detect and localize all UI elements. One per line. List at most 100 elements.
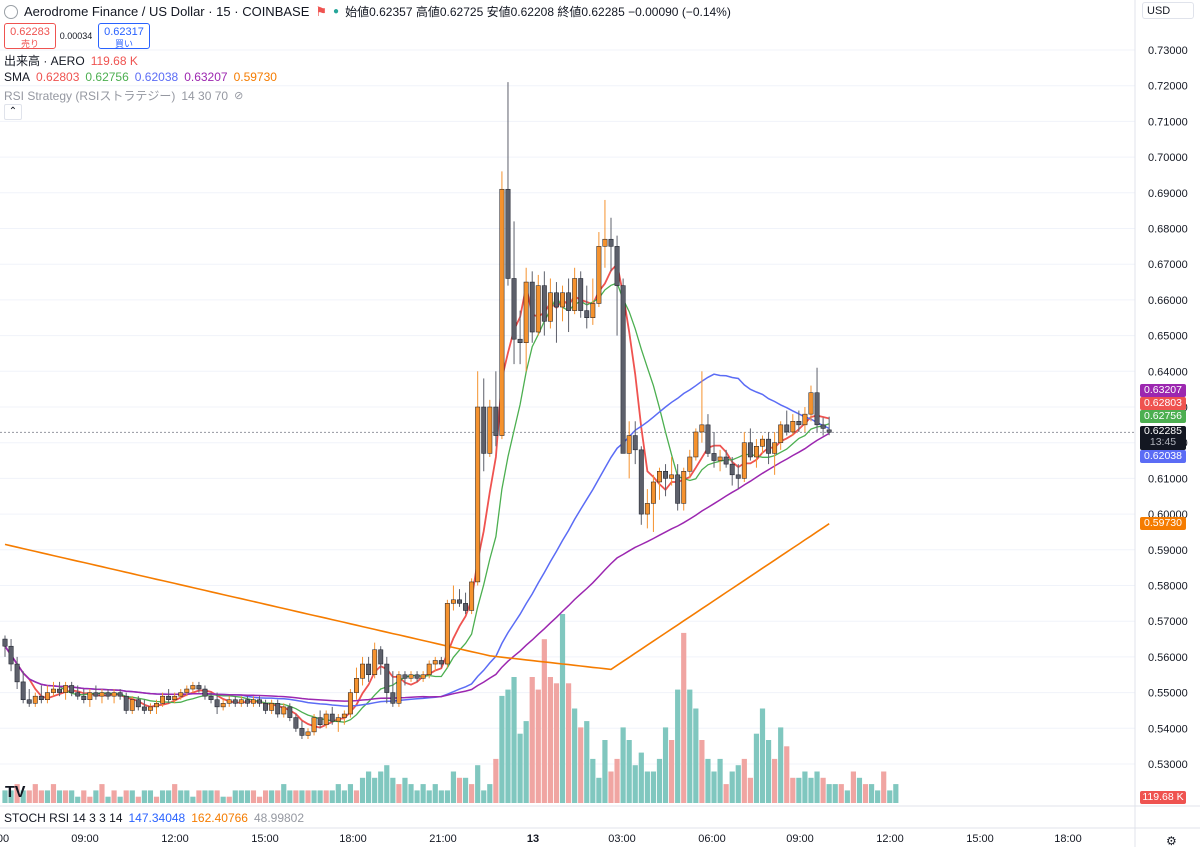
volume-bar	[469, 784, 475, 803]
price-tick-label: 0.58000	[1148, 581, 1188, 593]
volume-bar	[384, 765, 390, 803]
flag-icon[interactable]: ⚑	[315, 3, 328, 19]
currency-select[interactable]: USD	[1142, 2, 1194, 19]
candle-body	[202, 688, 208, 697]
time-tick-label: 18:00	[339, 833, 367, 845]
volume-bar	[202, 790, 208, 803]
candle-body	[172, 695, 178, 700]
buy-button[interactable]: 0.62317 買い	[98, 23, 150, 49]
tradingview-logo-icon[interactable]: TV	[5, 784, 26, 801]
candle-body	[705, 424, 711, 454]
volume-bar	[335, 784, 341, 803]
volume-bar	[887, 790, 893, 803]
volume-bar	[505, 689, 511, 803]
volume-bar	[856, 777, 863, 803]
volume-bar	[353, 790, 360, 803]
candle-body	[753, 446, 759, 458]
time-tick-label: 06:00	[698, 833, 726, 845]
sma-red-tag: 0.62803	[1140, 397, 1186, 410]
candle-body	[493, 406, 499, 436]
volume-bar	[838, 784, 844, 803]
volume-bar	[402, 777, 408, 803]
volume-bar	[20, 790, 26, 803]
candle-body	[87, 692, 93, 700]
volume-bar	[75, 796, 81, 803]
candle-body	[135, 699, 141, 708]
candle-body	[8, 645, 14, 665]
candlesticks	[2, 82, 832, 740]
volume-bar	[511, 677, 517, 803]
candle-body	[57, 688, 62, 693]
candle-body	[638, 449, 644, 515]
candle-body	[408, 674, 414, 679]
time-tick-label: 15:00	[251, 833, 279, 845]
volume-bar	[172, 784, 178, 803]
price-tick-label: 0.72000	[1148, 81, 1188, 93]
settings-gear-icon[interactable]: ⚙	[1166, 834, 1177, 848]
volume-legend[interactable]: 出来高 · AERO 119.68 K	[4, 53, 138, 69]
volume-bars	[2, 614, 899, 803]
price-tick-label: 0.71000	[1148, 116, 1188, 128]
volume-bar	[135, 796, 141, 803]
price-tick-label: 0.54000	[1148, 723, 1188, 735]
candle-body	[438, 660, 444, 665]
volume-bar	[56, 790, 63, 803]
volume-bar	[875, 790, 881, 803]
hidden-eye-icon[interactable]: ⊘	[234, 90, 244, 102]
volume-bar	[329, 790, 335, 803]
volume-bar	[347, 784, 354, 803]
candle-body	[505, 188, 511, 279]
volume-bar	[523, 721, 529, 803]
volume-bar	[565, 683, 572, 803]
sell-price: 0.62283	[10, 26, 50, 38]
time-tick-label: 09:00	[786, 833, 814, 845]
volume-bar	[687, 689, 693, 803]
candle-body	[63, 685, 69, 693]
candle-body	[99, 692, 105, 697]
volume-bar	[147, 790, 154, 803]
price-tick-label: 0.57000	[1148, 616, 1188, 628]
candle-body	[414, 674, 420, 679]
volume-bar	[372, 777, 378, 803]
candle-body	[578, 278, 584, 311]
candle-body	[826, 429, 832, 433]
volume-bar	[420, 784, 426, 803]
volume-bar	[499, 695, 505, 803]
symbol-title[interactable]: Aerodrome Finance / US Dollar · 15 · COI…	[24, 4, 310, 19]
candle-body	[432, 660, 438, 665]
volume-bar	[450, 771, 457, 803]
candle-body	[154, 703, 159, 708]
candle-body	[251, 699, 256, 704]
volume-bar	[820, 777, 826, 803]
sma-legend[interactable]: SMA 0.62803 0.62756 0.62038 0.63207 0.59…	[4, 70, 277, 84]
volume-bar	[578, 727, 584, 803]
stoch-rsi-legend[interactable]: STOCH RSI 14 3 3 14 147.34048 162.40766 …	[4, 811, 305, 825]
collapse-legend-button[interactable]: ⌃	[4, 104, 22, 120]
volume-bar	[553, 683, 560, 803]
candle-body	[238, 699, 244, 704]
buy-price: 0.62317	[104, 26, 144, 38]
volume-bar	[614, 758, 620, 803]
candle-body	[390, 692, 396, 704]
volume-bar	[93, 790, 99, 803]
volume-bar	[808, 777, 814, 803]
candle-body	[784, 424, 790, 433]
sma-orange-tag: 0.59730	[1140, 517, 1186, 530]
candle-body	[681, 471, 687, 504]
volume-bar	[281, 784, 287, 803]
candle-body	[81, 695, 87, 700]
price-tick-label: 0.73000	[1148, 45, 1188, 57]
candle-body	[147, 706, 153, 711]
time-tick-label: 12:00	[876, 833, 904, 845]
candle-body	[723, 456, 729, 465]
volume-bar	[572, 708, 578, 803]
candle-body	[614, 246, 620, 286]
sma-purple-tag: 0.63207	[1140, 384, 1186, 397]
sma-green-line	[4, 282, 830, 723]
rsi-strategy-legend[interactable]: RSI Strategy (RSIストラテジー) 14 30 70 ⊘	[4, 88, 244, 104]
sell-button[interactable]: 0.62283 売り	[4, 23, 56, 49]
candle-body	[808, 392, 814, 415]
volume-bar	[784, 746, 790, 803]
candle-body	[269, 703, 275, 711]
